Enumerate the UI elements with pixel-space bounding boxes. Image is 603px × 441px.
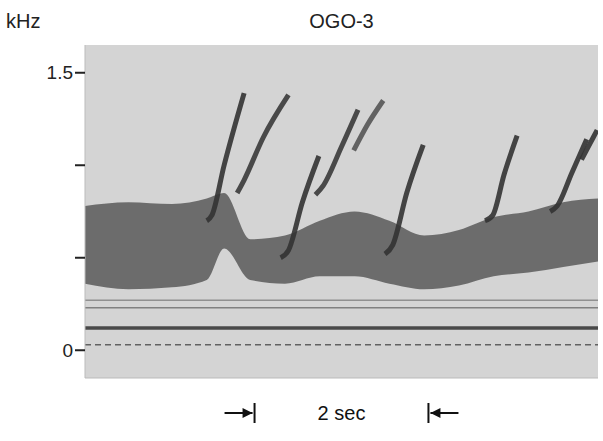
svg-text:0: 0 (62, 340, 73, 361)
html-text:kHz: kHz (6, 10, 41, 32)
svg-text:2 sec: 2 sec (318, 402, 366, 424)
html-text:OGO-3: OGO-3 (309, 10, 374, 32)
svg-text:1.5: 1.5 (47, 62, 73, 83)
